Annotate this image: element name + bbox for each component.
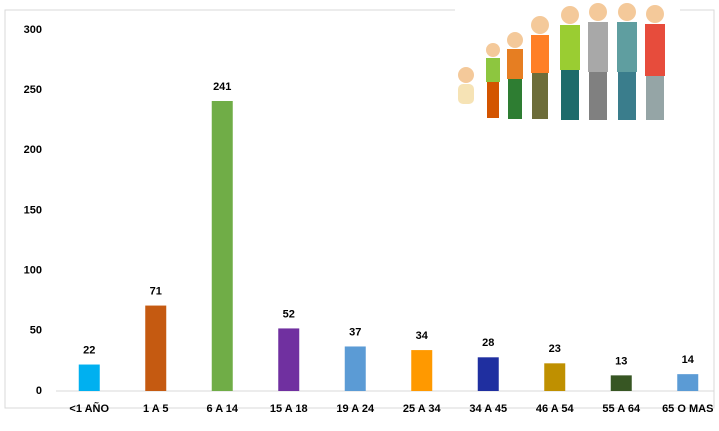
- x-tick-label: 25 A 34: [403, 403, 442, 415]
- bar: [211, 100, 233, 391]
- bar: [344, 346, 366, 391]
- bar: [544, 363, 566, 391]
- data-label: 28: [482, 337, 494, 349]
- data-label: 13: [615, 355, 627, 367]
- bar: [477, 357, 499, 391]
- bar: [411, 350, 433, 391]
- x-tick-label: 34 A 45: [469, 403, 507, 415]
- y-tick-label: 300: [24, 24, 42, 36]
- data-label: 34: [416, 330, 429, 342]
- data-label: 52: [283, 308, 295, 320]
- x-tick-label: 46 A 54: [536, 403, 575, 415]
- bar: [145, 305, 167, 391]
- y-tick-label: 100: [24, 265, 42, 277]
- x-tick-label: 19 A 24: [336, 403, 375, 415]
- x-tick-label: 6 A 14: [206, 403, 238, 415]
- bar: [677, 374, 699, 391]
- data-label: 71: [150, 285, 162, 297]
- x-tick-label: 55 A 64: [602, 403, 641, 415]
- x-tick-label: 65 O MAS: [662, 403, 713, 415]
- people-illustration: [455, 0, 680, 128]
- bar: [78, 364, 100, 391]
- x-tick-label: <1 AÑO: [69, 402, 109, 415]
- x-tick-label: 15 A 18: [270, 403, 308, 415]
- data-label: 241: [213, 81, 231, 93]
- chart-frame: [4, 9, 715, 409]
- y-tick-label: 200: [24, 144, 42, 156]
- bar: [610, 375, 632, 391]
- y-tick-label: 150: [24, 204, 42, 216]
- data-label: 23: [549, 343, 561, 355]
- data-label: 37: [349, 326, 361, 338]
- data-label: 22: [83, 344, 95, 356]
- y-tick-label: 250: [24, 84, 42, 96]
- y-tick-label: 0: [36, 385, 42, 397]
- bar: [278, 328, 300, 391]
- x-tick-label: 1 A 5: [143, 403, 168, 415]
- data-label: 14: [682, 354, 695, 366]
- y-tick-label: 50: [30, 325, 42, 337]
